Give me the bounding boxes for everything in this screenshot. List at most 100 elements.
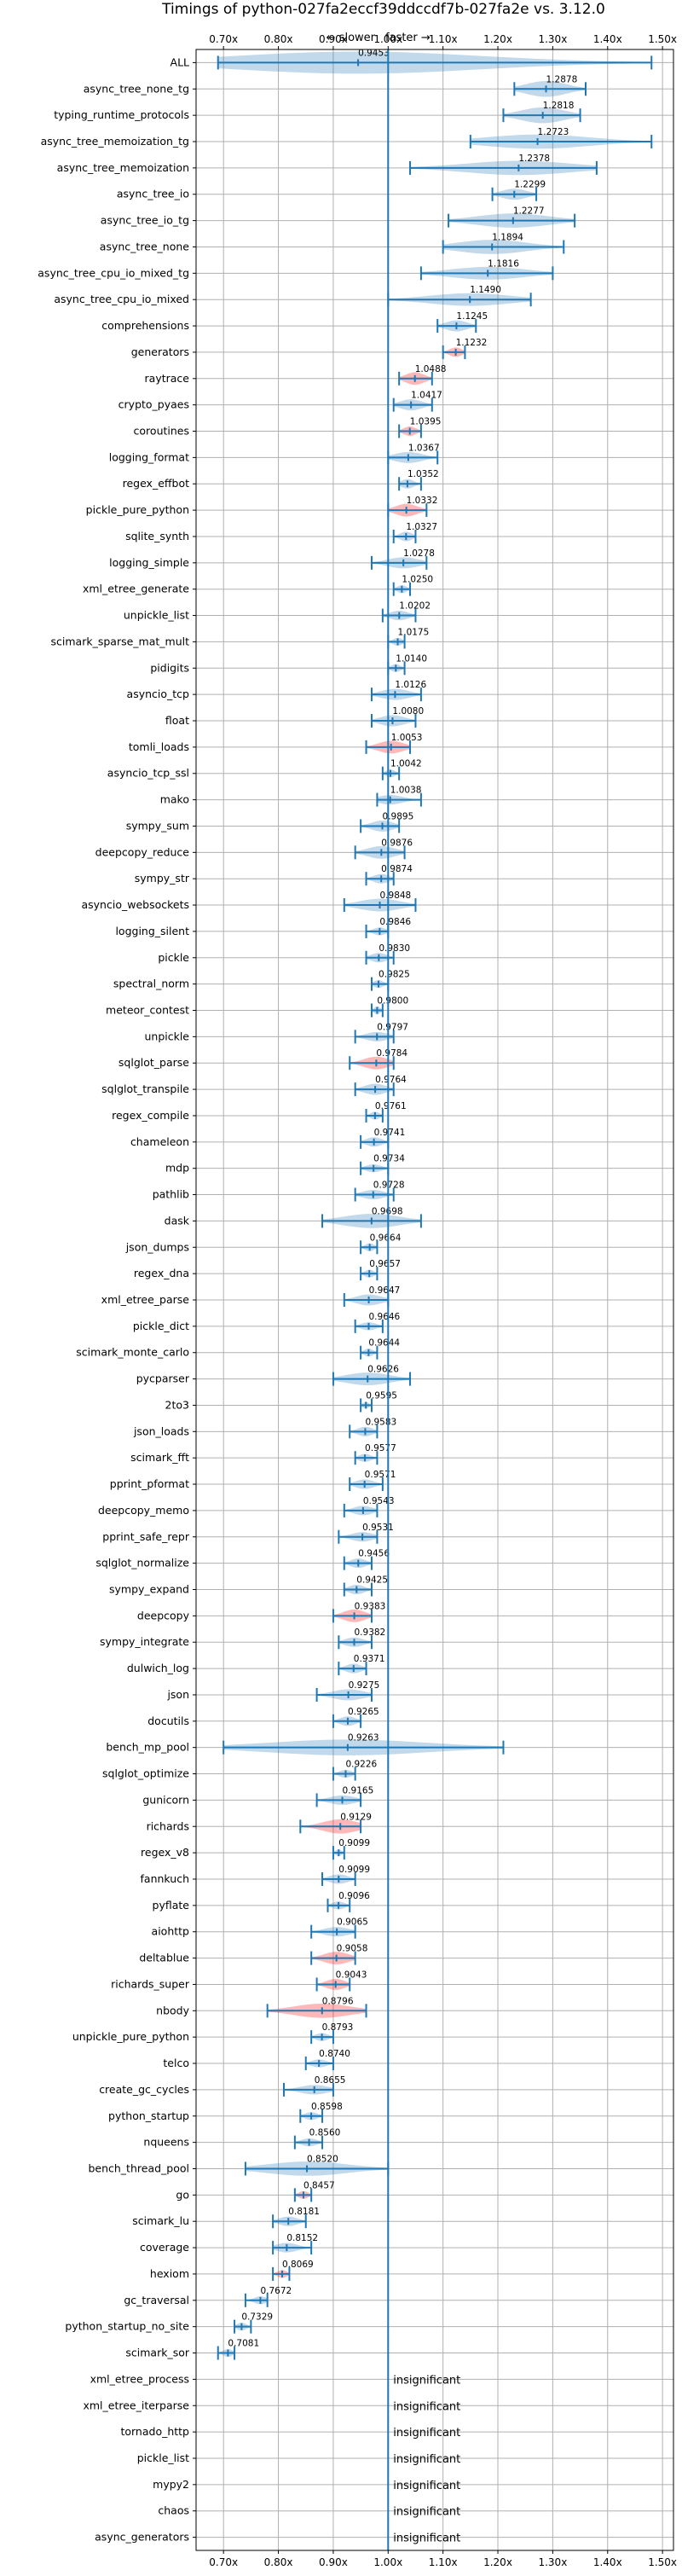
subtitle-faster: faster → [385,32,431,44]
benchmark-label: asyncio_tcp_ssl [107,767,189,780]
x-tick-label-bottom: 1.50x [648,2556,677,2568]
benchmark-label: scimark_sor [125,2347,189,2359]
data-label: 0.9456 [358,1549,390,1559]
benchmark-label: sympy_integrate [100,1635,189,1648]
x-tick-label-top: 1.10x [429,33,458,45]
benchmark-label: mako [160,793,189,806]
benchmark-label: mdp [165,1162,189,1175]
benchmark-label: 2to3 [165,1398,189,1411]
x-tick-label-top: 0.90x [319,33,348,45]
data-label: 0.9657 [369,1259,401,1269]
data-label: 1.0053 [391,733,423,743]
data-label: 0.9848 [380,891,412,901]
data-label: 0.9371 [354,1654,385,1664]
benchmark-label: create_gc_cycles [99,2083,189,2096]
benchmark-label: scimark_lu [132,2214,189,2227]
data-label: 0.8457 [303,2180,335,2190]
benchmark-label: meteor_contest [106,1004,189,1017]
benchmark-label: xml_etree_iterparse [83,2399,189,2411]
benchmark-label: asyncio_websockets [81,898,189,911]
data-label: 0.9543 [363,1496,395,1506]
benchmark-label: nbody [156,2004,189,2016]
benchmark-label: python_startup [108,2109,189,2122]
data-label: 0.9165 [343,1785,374,1796]
data-label: 0.9734 [373,1154,405,1164]
data-label: 1.2878 [546,74,578,84]
subtitle-slower: ← slower [327,32,376,44]
benchmark-label: gunicorn [142,1793,189,1806]
benchmark-label: tomli_loads [129,740,189,753]
data-label: 1.2277 [513,206,545,217]
benchmark-label: pidigits [150,661,189,674]
benchmark-label: dulwich_log [127,1662,189,1674]
benchmark-label: deepcopy_memo [98,1504,189,1517]
x-tick-label-bottom: 1.10x [429,2556,458,2568]
data-label: 0.9895 [383,811,414,821]
x-tick-label-top: 1.40x [593,33,622,45]
benchmark-label: coverage [140,2241,189,2254]
benchmark-label: json_dumps [125,1240,189,1253]
benchmark-label: asyncio_tcp [127,688,190,700]
benchmark-label: scimark_sparse_mat_mult [51,635,190,647]
insignificant-label: insignificant [393,2453,460,2466]
x-tick-label-bottom: 1.00x [373,2556,402,2568]
benchmark-label: async_tree_none [100,240,190,252]
x-tick-labels: 0.70x 0.70x 0.80x 0.80x 0.90x 0.90x 1.00x 1.00x… [209,33,677,2568]
benchmark-label: hexiom [150,2267,189,2280]
benchmark-label: unpickle_pure_python [72,2030,189,2043]
data-label: 1.2723 [538,127,569,137]
data-label: 1.0395 [410,417,442,427]
data-label: 1.0352 [407,469,439,479]
data-label: 0.9571 [365,1470,396,1480]
insignificant-label: insignificant [393,2427,460,2440]
data-label: 0.9830 [379,943,410,954]
data-label: 0.9800 [377,996,408,1007]
data-label: 1.0126 [395,680,426,690]
benchmark-label: comprehensions [101,319,189,332]
data-label: 1.1816 [488,258,519,269]
benchmark-label: async_tree_io [117,188,189,200]
data-label: 0.8069 [282,2260,314,2270]
benchmark-label: logging_format [109,450,189,463]
data-label: 0.9825 [379,970,410,980]
data-label: 0.9531 [362,1523,394,1533]
data-label: 1.0140 [396,653,427,664]
data-label: 1.2299 [514,180,546,190]
data-label: 1.2378 [518,154,550,164]
data-label: 0.7672 [260,2286,292,2296]
data-label: 0.9065 [337,1917,368,1928]
violin-marks: 0.9453 1.2878 1.2818 1.2723 1.2378 1.2299 1.22… [217,48,653,2550]
data-label: 1.0488 [415,364,447,374]
benchmark-label: telco [163,2057,189,2069]
benchmark-label: sqlite_synth [125,530,189,542]
data-label: 0.9275 [349,1680,380,1691]
data-label: 0.9099 [338,1838,370,1848]
benchmark-label: bench_mp_pool [106,1741,189,1754]
benchmark-label: regex_compile [112,1109,189,1122]
data-label: 0.8796 [322,1996,354,2006]
benchmark-label: raytrace [145,372,190,385]
benchmark-label: sympy_expand [109,1582,189,1595]
benchmark-label: xml_etree_process [90,2372,189,2385]
data-label: 0.9644 [368,1338,400,1349]
benchmark-label: unpickle [144,1030,189,1042]
benchmark-label: sqlglot_optimize [102,1767,189,1780]
x-tick-label-bottom: 0.90x [319,2556,348,2568]
benchmark-label: scimark_monte_carlo [76,1346,189,1359]
benchmark-label: ALL [170,55,190,68]
data-label: 0.7081 [228,2339,259,2349]
benchmark-label: pickle_list [137,2451,189,2464]
data-label: 0.9058 [337,1944,368,1954]
benchmark-label: xml_etree_parse [101,1293,190,1306]
data-label: 0.9263 [348,1733,379,1743]
benchmark-label: float [165,714,189,727]
data-label: 0.9577 [365,1443,396,1453]
benchmark-label: pickle [158,951,189,964]
benchmark-label: dask [165,1214,190,1227]
data-label: 0.8560 [309,2128,341,2138]
benchmark-label: deepcopy [137,1609,190,1622]
benchmark-label: scimark_fft [130,1451,189,1464]
data-label: 1.1490 [470,285,501,295]
data-label: 0.9129 [340,1812,372,1822]
benchmark-label: unpickle_list [124,609,189,622]
